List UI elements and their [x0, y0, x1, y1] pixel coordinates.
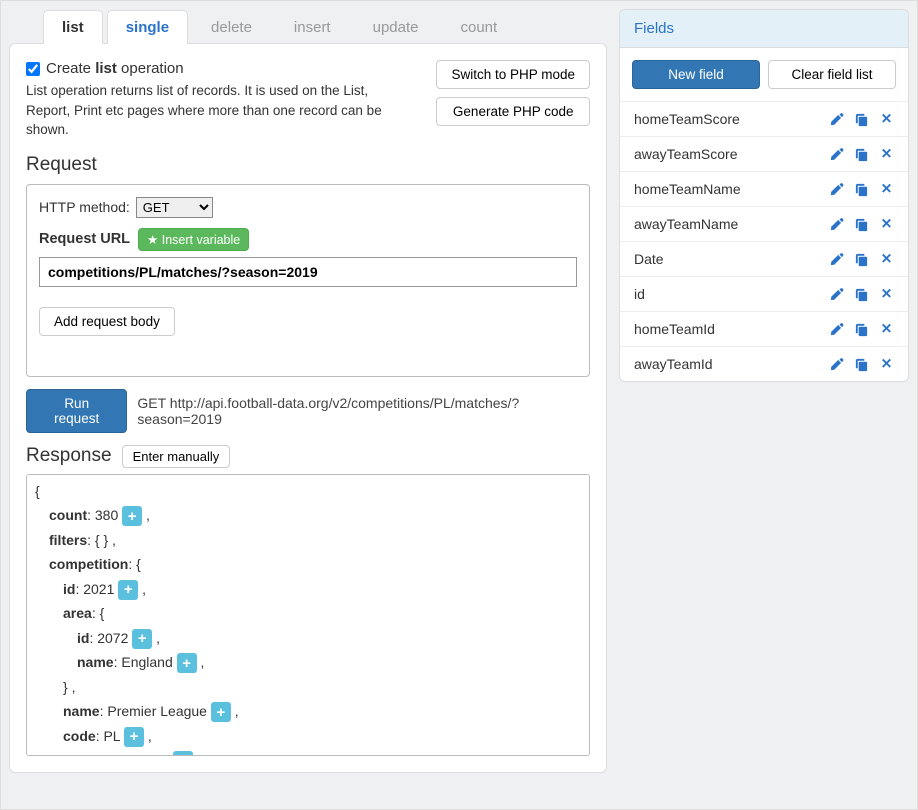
edit-icon[interactable]: [829, 112, 844, 127]
full-request-url: GET http://api.football-data.org/v2/comp…: [137, 395, 590, 427]
clear-field-list-button[interactable]: Clear field list: [768, 60, 896, 89]
edit-icon[interactable]: [829, 147, 844, 162]
enter-manually-button[interactable]: Enter manually: [122, 445, 231, 468]
main-panel: Create list operation List operation ret…: [9, 43, 607, 773]
field-row: awayTeamId: [620, 346, 908, 381]
add-field-icon[interactable]: +: [211, 702, 231, 722]
field-name: awayTeamName: [634, 216, 738, 232]
add-request-body-button[interactable]: Add request body: [39, 307, 175, 336]
edit-icon[interactable]: [829, 252, 844, 267]
add-field-icon[interactable]: +: [122, 506, 142, 526]
response-line: plan: TIER_ONE + ,: [35, 748, 581, 756]
copy-icon[interactable]: [854, 112, 869, 127]
delete-icon[interactable]: [879, 217, 894, 232]
create-operation-checkbox[interactable]: [26, 62, 40, 76]
tab-delete[interactable]: delete: [192, 10, 271, 44]
new-field-button[interactable]: New field: [632, 60, 760, 89]
field-row: homeTeamId: [620, 311, 908, 346]
copy-icon[interactable]: [854, 252, 869, 267]
request-box: HTTP method: GETPOSTPUTDELETE Request UR…: [26, 184, 590, 377]
operation-tabs: list single delete insert update count: [9, 9, 607, 43]
field-name: homeTeamId: [634, 321, 715, 337]
add-field-icon[interactable]: +: [177, 653, 197, 673]
field-name: awayTeamId: [634, 356, 713, 372]
field-name: id: [634, 286, 645, 302]
edit-icon[interactable]: [829, 182, 844, 197]
add-field-icon[interactable]: +: [132, 629, 152, 649]
request-heading: Request: [26, 154, 590, 176]
copy-icon[interactable]: [854, 322, 869, 337]
add-field-icon[interactable]: +: [173, 751, 193, 755]
response-box[interactable]: { count: 380 + ,filters: { } ,competitio…: [26, 474, 590, 756]
edit-icon[interactable]: [829, 322, 844, 337]
field-name: homeTeamName: [634, 181, 741, 197]
tab-insert[interactable]: insert: [275, 10, 350, 44]
fields-header: Fields: [620, 10, 908, 48]
create-operation-label: Create list operation: [46, 60, 184, 77]
field-row: awayTeamScore: [620, 136, 908, 171]
field-name: homeTeamScore: [634, 111, 740, 127]
edit-icon[interactable]: [829, 217, 844, 232]
tab-count[interactable]: count: [442, 10, 517, 44]
tab-list[interactable]: list: [43, 10, 103, 44]
copy-icon[interactable]: [854, 217, 869, 232]
response-line: count: 380 + ,: [35, 503, 581, 528]
response-line: id: 2072 + ,: [35, 626, 581, 651]
fields-panel: Fields New field Clear field list homeTe…: [619, 9, 909, 382]
response-line: id: 2021 + ,: [35, 577, 581, 602]
response-line: competition: {: [35, 552, 581, 577]
field-row: Date: [620, 241, 908, 276]
delete-icon[interactable]: [879, 112, 894, 127]
field-row: homeTeamName: [620, 171, 908, 206]
response-line: area: {: [35, 601, 581, 626]
http-method-label: HTTP method:: [39, 199, 130, 215]
response-line: filters: { } ,: [35, 528, 581, 553]
field-row: awayTeamName: [620, 206, 908, 241]
request-url-input[interactable]: [39, 257, 577, 287]
insert-variable-button[interactable]: ★ Insert variable: [138, 228, 249, 251]
delete-icon[interactable]: [879, 287, 894, 302]
create-operation-description: List operation returns list of records. …: [26, 81, 396, 140]
copy-icon[interactable]: [854, 287, 869, 302]
add-field-icon[interactable]: +: [118, 580, 138, 600]
response-line: name: England + ,: [35, 650, 581, 675]
delete-icon[interactable]: [879, 147, 894, 162]
add-field-icon[interactable]: +: [124, 727, 144, 747]
switch-php-mode-button[interactable]: Switch to PHP mode: [436, 60, 590, 89]
delete-icon[interactable]: [879, 357, 894, 372]
response-line: name: Premier League + ,: [35, 699, 581, 724]
field-row: homeTeamScore: [620, 101, 908, 136]
copy-icon[interactable]: [854, 147, 869, 162]
field-name: Date: [634, 251, 664, 267]
field-row: id: [620, 276, 908, 311]
response-line: } ,: [35, 675, 581, 700]
tab-single[interactable]: single: [107, 10, 188, 44]
field-name: awayTeamScore: [634, 146, 738, 162]
generate-php-code-button[interactable]: Generate PHP code: [436, 97, 590, 126]
delete-icon[interactable]: [879, 322, 894, 337]
response-line: code: PL + ,: [35, 724, 581, 749]
copy-icon[interactable]: [854, 182, 869, 197]
copy-icon[interactable]: [854, 357, 869, 372]
edit-icon[interactable]: [829, 287, 844, 302]
run-request-button[interactable]: Run request: [26, 389, 127, 433]
response-line: {: [35, 479, 581, 504]
tab-update[interactable]: update: [354, 10, 438, 44]
edit-icon[interactable]: [829, 357, 844, 372]
http-method-select[interactable]: GETPOSTPUTDELETE: [136, 197, 213, 218]
delete-icon[interactable]: [879, 252, 894, 267]
delete-icon[interactable]: [879, 182, 894, 197]
request-url-label: Request URL: [39, 231, 130, 247]
response-heading: Response: [26, 445, 112, 467]
